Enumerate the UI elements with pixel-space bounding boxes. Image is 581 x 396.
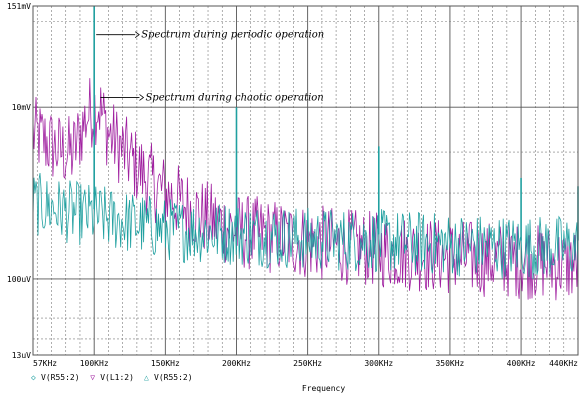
- x-tick-label: 57KHz: [33, 359, 57, 368]
- x-tick-label: 200KHz: [222, 359, 251, 368]
- annotation-arrow-head: [134, 31, 140, 38]
- x-tick-label: 300KHz: [364, 359, 393, 368]
- plot-frame: [32, 5, 579, 356]
- traces: [32, 6, 579, 301]
- annotation-arrow-head: [139, 94, 145, 101]
- x-axis-label: Frequency: [302, 384, 346, 393]
- legend-label: V(L1:2): [100, 373, 134, 382]
- x-tick-labels: 57KHz 100KHz 150KHz 200KHz 250KHz 300KHz 350KH…: [33, 359, 578, 368]
- trace-periodic: [32, 172, 579, 280]
- y-tick-labels: 151mV 10mV 100uV 13uV: [7, 2, 31, 360]
- x-tick-label: 440KHz: [549, 359, 578, 368]
- legend: ◇ V(R55:2) ▽ V(L1:2) △ V(R55:2): [31, 373, 193, 382]
- y-tick-label: 100uV: [7, 275, 31, 284]
- x-tick-label: 100KHz: [80, 359, 109, 368]
- y-tick-label: 13uV: [12, 351, 31, 360]
- y-tick-label: 10mV: [12, 103, 31, 112]
- x-tick-label: 150KHz: [151, 359, 180, 368]
- x-tick-label: 250KHz: [293, 359, 322, 368]
- legend-label: V(R55:2): [41, 373, 80, 382]
- y-tick-label: 151mV: [7, 2, 31, 11]
- trace-chaotic: [32, 78, 579, 301]
- annotation-text: Spectrum during periodic operation: [141, 30, 324, 41]
- annotation-text: Spectrum during chaotic operation: [145, 92, 323, 103]
- legend-marker-icon: ◇: [31, 373, 36, 382]
- legend-label: V(R55:2): [154, 373, 193, 382]
- x-tick-label: 400KHz: [507, 359, 536, 368]
- annotations: Spectrum during periodic operation Spectr…: [96, 30, 324, 103]
- legend-marker-icon: ▽: [90, 373, 95, 382]
- legend-marker-icon: △: [144, 373, 149, 382]
- x-tick-label: 350KHz: [435, 359, 464, 368]
